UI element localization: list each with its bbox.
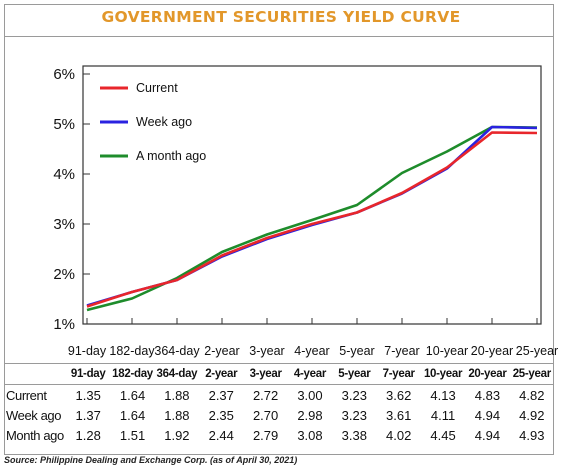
table-cell: 4.11: [430, 407, 456, 423]
title-divider: [4, 36, 554, 37]
table-cell: 4.83: [474, 387, 501, 403]
table-corner: [4, 364, 66, 385]
x-tick-label: 20-year: [471, 344, 513, 358]
table-row-label: Current: [6, 387, 47, 403]
table-cell: 1.28: [75, 427, 101, 443]
legend-label: Current: [136, 81, 178, 95]
chart-frame: [4, 4, 554, 455]
table-header-row: 91-day 182-day 364-day 2-year 3-year 4-year 5-…: [4, 363, 554, 385]
table-cell: 4.92: [519, 407, 545, 423]
table-column-header: 20-year: [468, 368, 507, 380]
table-cell: 2.72: [252, 387, 279, 403]
table-column-header: 91-day: [70, 368, 106, 380]
table-column-header: 182-day: [112, 368, 153, 380]
table-row: Month ago 1.28 1.51 1.92 2.44 2.79 3.08 3.38 4.0…: [4, 425, 554, 445]
yield-table: 91-day 182-day 364-day 2-year 3-year 4-year 5-…: [4, 363, 554, 445]
y-tick-label: 5%: [53, 116, 75, 133]
table-cell: 4.82: [519, 387, 545, 403]
table-cell: 1.64: [119, 407, 146, 423]
table-cell: 3.38: [341, 427, 367, 443]
table-column-header: 25-year: [512, 368, 551, 380]
table-cell: 2.35: [208, 407, 234, 423]
x-tick-label: 3-year: [249, 344, 284, 358]
chart-title: GOVERNMENT SECURITIES YIELD CURVE: [101, 8, 461, 26]
table-column-header: 5-year: [338, 368, 371, 380]
legend-label: Week ago: [136, 115, 192, 129]
y-tick-label: 3%: [53, 216, 75, 233]
source-note: Source: Philippine Dealing and Exchange …: [4, 455, 298, 465]
y-tick-label: 1%: [53, 316, 75, 333]
x-tick-label: 182-day: [109, 344, 155, 358]
x-tick-label: 2-year: [204, 344, 239, 358]
table-cell: 1.88: [164, 407, 190, 423]
table-cell: 1.51: [119, 427, 146, 443]
table-cell: 1.88: [164, 387, 190, 403]
x-tick-label: 364-day: [154, 344, 200, 358]
table-column-header: 4-year: [293, 368, 327, 380]
y-tick-label: 6%: [53, 66, 75, 83]
table-column-header: 2-year: [205, 368, 238, 380]
series-line-current: [86, 131, 538, 308]
table-cell: 4.93: [519, 427, 545, 443]
table-cell: 4.13: [430, 387, 456, 403]
table-row-label: Week ago: [6, 407, 62, 423]
legend-label: A month ago: [136, 149, 206, 163]
table-cell: 4.94: [474, 407, 501, 423]
table-cell: 1.35: [75, 387, 101, 403]
table-cell: 3.62: [386, 387, 412, 403]
table-cell: 2.98: [297, 407, 323, 423]
x-tick-label: 7-year: [384, 344, 419, 358]
table-row: Week ago 1.37 1.64 1.88 2.35 2.70 2.98 3.23 3.61…: [4, 405, 554, 425]
y-tick-label: 4%: [53, 166, 75, 183]
x-tick-label: 91-day: [68, 344, 107, 358]
table-cell: 1.92: [164, 427, 190, 443]
yield-curve-chart: 1% 2% 3% 4% 5% 6% 91-day 182-day 364-day 2-year 3-…: [53, 65, 558, 358]
y-tick-label: 2%: [53, 266, 75, 283]
x-tick-label: 25-year: [516, 344, 558, 358]
table-cell: 2.70: [252, 407, 279, 423]
table-cell: 3.61: [386, 407, 412, 423]
table-cell: 2.79: [252, 427, 279, 443]
table-column-header: 3-year: [249, 368, 282, 380]
table-cell: 4.45: [430, 427, 456, 443]
table-cell: 4.02: [386, 427, 412, 443]
table-row: Current 1.35 1.64 1.88 2.37 2.72 3.00 3.23 3.62 4…: [4, 385, 554, 406]
table-cell: 3.08: [297, 427, 323, 443]
table-column-header: 10-year: [423, 368, 463, 380]
table-cell: 3.23: [341, 407, 367, 423]
plot-area: [82, 65, 542, 325]
table-row-label: Month ago: [6, 427, 64, 443]
table-column-header: 364-day: [156, 368, 198, 380]
table-cell: 2.44: [208, 427, 234, 443]
table-column-header: 7-year: [382, 368, 415, 380]
table-cell: 4.94: [474, 427, 501, 443]
x-tick-label: 10-year: [426, 344, 468, 358]
x-tick-label: 5-year: [339, 344, 374, 358]
table-cell: 3.23: [341, 387, 367, 403]
table-cell: 3.00: [297, 387, 323, 403]
table-cell: 1.37: [75, 407, 101, 423]
table-cell: 2.37: [208, 387, 234, 403]
table-cell: 1.64: [119, 387, 146, 403]
x-tick-label: 4-year: [294, 344, 329, 358]
